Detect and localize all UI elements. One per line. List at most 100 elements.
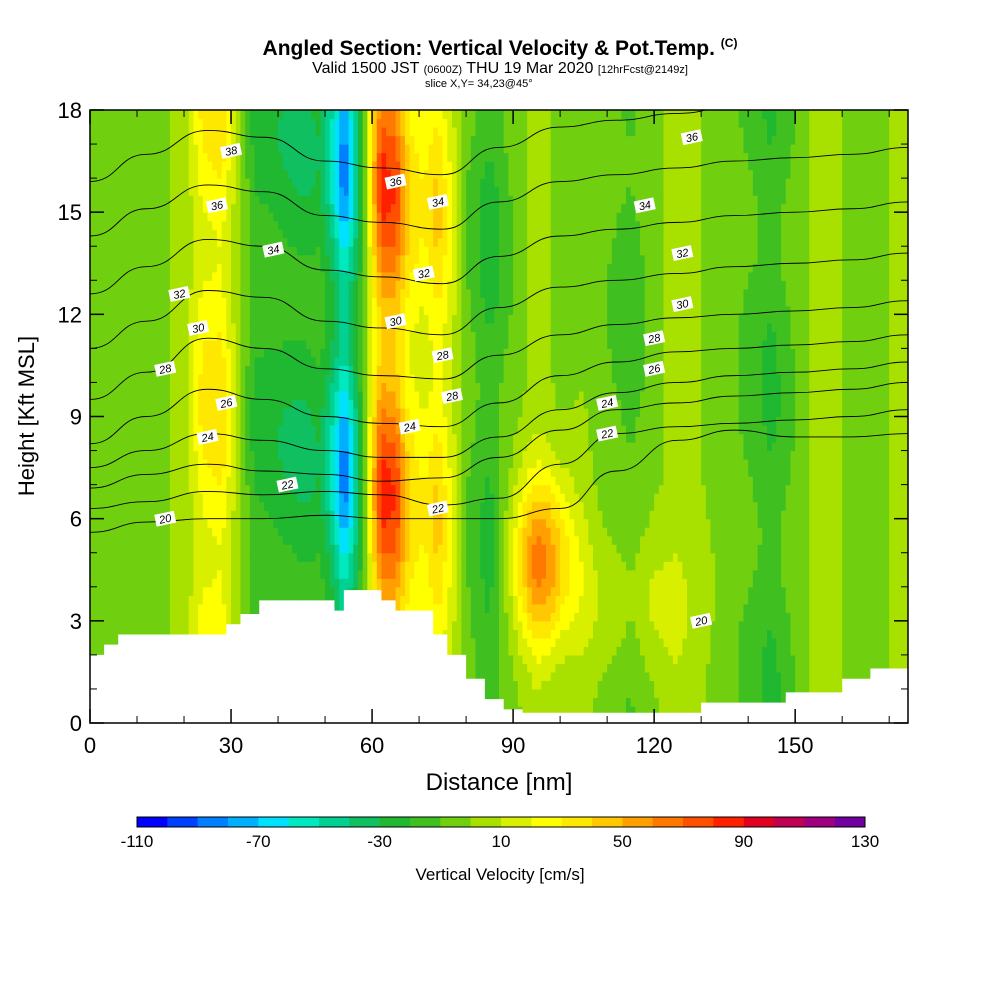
velocity-cell — [188, 271, 195, 281]
velocity-cell — [273, 254, 279, 264]
velocity-cell — [315, 416, 321, 426]
velocity-cell — [165, 501, 171, 511]
velocity-cell — [231, 305, 237, 315]
velocity-cell — [386, 169, 392, 179]
velocity-cell — [310, 407, 317, 418]
velocity-cell — [127, 178, 133, 188]
velocity-cell — [99, 442, 105, 452]
velocity-cell — [90, 195, 96, 205]
velocity-cell — [310, 127, 317, 137]
velocity-cell — [221, 373, 227, 384]
velocity-cell — [235, 186, 242, 196]
velocity-cell — [339, 229, 345, 239]
velocity-cell — [315, 118, 321, 128]
velocity-cell — [169, 331, 176, 341]
velocity-cell — [212, 246, 218, 256]
velocity-cell — [155, 390, 162, 401]
velocity-cell — [160, 433, 166, 443]
velocity-cell — [202, 254, 209, 264]
velocity-cell — [287, 331, 293, 341]
velocity-cell — [306, 161, 312, 171]
velocity-cell — [296, 399, 303, 409]
velocity-cell — [376, 246, 383, 256]
velocity-cell — [193, 254, 199, 264]
velocity-cell — [381, 195, 387, 205]
velocity-cell — [118, 629, 124, 639]
velocity-cell — [343, 161, 350, 171]
velocity-cell — [334, 433, 340, 443]
velocity-cell — [390, 271, 397, 281]
velocity-cell — [122, 246, 129, 256]
velocity-cell — [376, 305, 383, 315]
velocity-cell — [390, 237, 397, 247]
velocity-cell — [137, 220, 143, 230]
velocity-cell — [179, 510, 185, 520]
velocity-cell — [390, 186, 397, 196]
velocity-cell — [235, 246, 242, 256]
velocity-cell — [141, 365, 148, 375]
velocity-cell — [118, 493, 124, 503]
velocity-cell — [113, 135, 119, 145]
velocity-cell — [113, 586, 119, 596]
velocity-cell — [184, 603, 190, 613]
velocity-cell — [155, 144, 162, 154]
velocity-cell — [240, 271, 246, 281]
velocity-cell — [278, 169, 284, 179]
velocity-cell — [113, 144, 119, 154]
velocity-cell — [132, 280, 138, 290]
velocity-cell — [273, 493, 279, 503]
velocity-cell — [273, 229, 279, 239]
velocity-cell — [310, 186, 317, 196]
velocity-cell — [226, 518, 232, 528]
velocity-cell — [320, 288, 326, 298]
velocity-cell — [353, 220, 359, 230]
velocity-cell — [310, 212, 317, 222]
velocity-cell — [372, 450, 378, 460]
velocity-cell — [254, 314, 260, 324]
velocity-cell — [174, 569, 180, 579]
velocity-cell — [188, 535, 195, 545]
velocity-cell — [108, 280, 115, 290]
velocity-cell — [207, 246, 213, 256]
velocity-cell — [99, 407, 105, 418]
velocity-cell — [376, 535, 383, 545]
velocity-cell — [386, 407, 392, 418]
velocity-cell — [343, 280, 350, 290]
velocity-cell — [94, 552, 101, 562]
velocity-cell — [339, 161, 345, 171]
velocity-cell — [315, 348, 321, 358]
velocity-cell — [310, 110, 317, 120]
velocity-cell — [155, 569, 162, 579]
velocity-cell — [118, 416, 124, 426]
velocity-cell — [278, 288, 284, 298]
velocity-cell — [245, 203, 251, 213]
velocity-cell — [395, 263, 401, 273]
velocity-cell — [188, 263, 195, 273]
velocity-cell — [99, 493, 105, 503]
velocity-cell — [278, 467, 284, 477]
velocity-cell — [235, 476, 242, 486]
velocity-cell — [249, 416, 256, 426]
velocity-cell — [254, 305, 260, 315]
velocity-cell — [132, 186, 138, 196]
velocity-cell — [108, 314, 115, 324]
velocity-cell — [160, 390, 166, 401]
velocity-cell — [118, 118, 124, 128]
velocity-cell — [367, 203, 373, 213]
velocity-cell — [249, 229, 256, 239]
velocity-cell — [216, 493, 223, 503]
velocity-cell — [231, 127, 237, 137]
velocity-cell — [404, 527, 411, 537]
velocity-cell — [325, 314, 331, 324]
velocity-cell — [226, 603, 232, 613]
velocity-cell — [273, 569, 279, 579]
velocity-cell — [202, 612, 209, 622]
velocity-cell — [315, 493, 321, 503]
velocity-cell — [169, 407, 176, 418]
velocity-cell — [169, 127, 176, 137]
velocity-cell — [357, 297, 364, 307]
velocity-cell — [141, 476, 148, 486]
velocity-cell — [240, 407, 246, 418]
velocity-cell — [108, 305, 115, 315]
velocity-cell — [395, 399, 401, 409]
